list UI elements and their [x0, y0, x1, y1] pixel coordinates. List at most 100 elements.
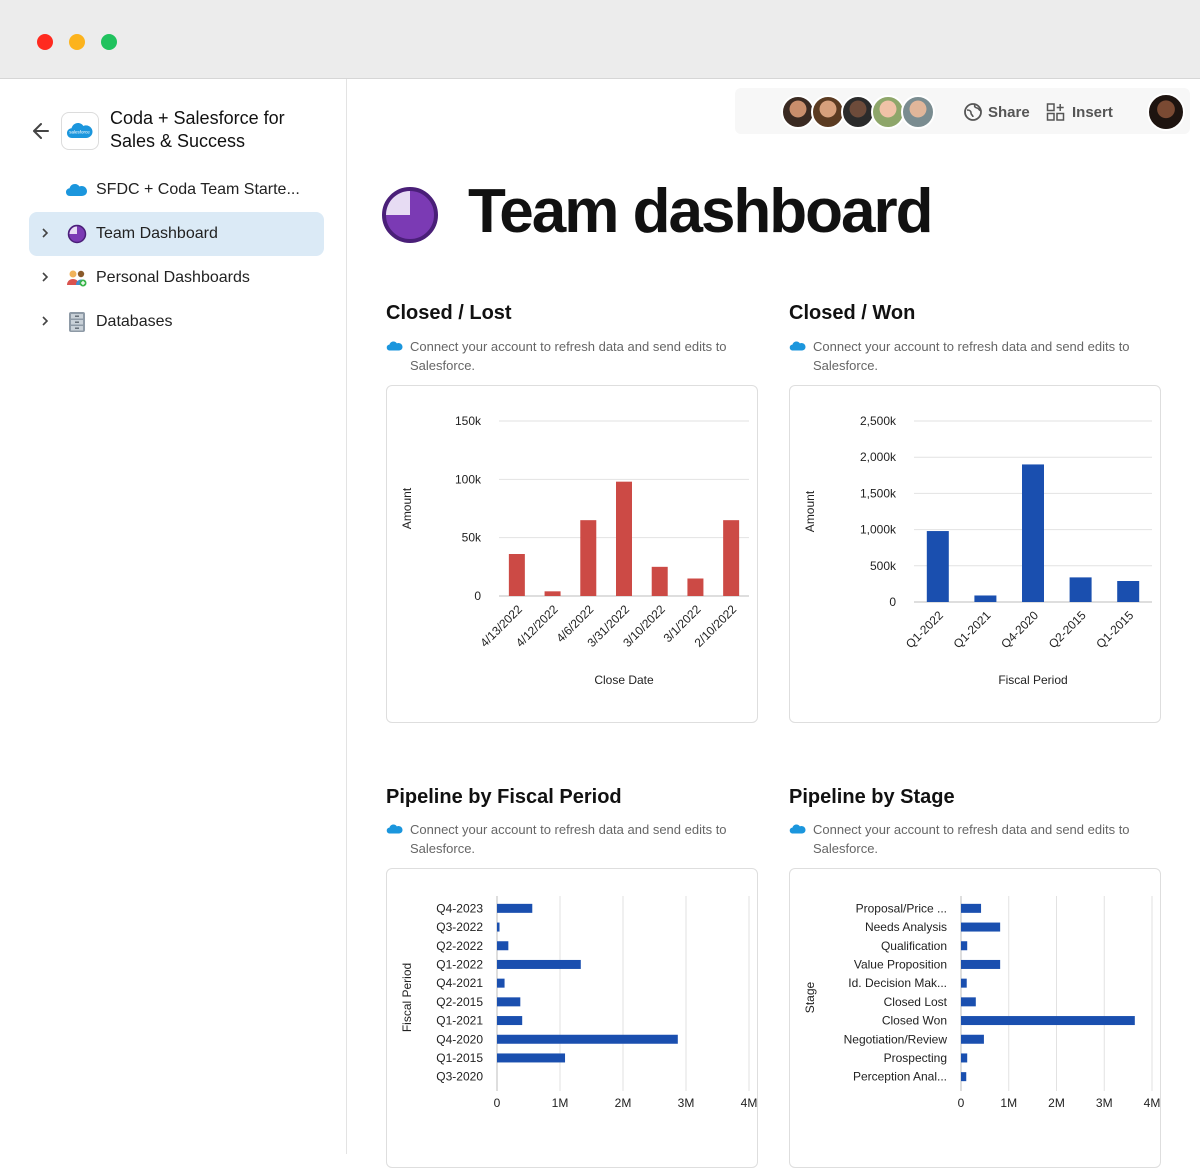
- y-tick-label: Q1-2021: [436, 1014, 483, 1028]
- sidebar-item-label: Team Dashboard: [96, 225, 218, 242]
- chart-heading-pipeline-stage: Pipeline by Stage: [789, 786, 955, 808]
- y-tick-label: Q2-2022: [436, 939, 483, 953]
- salesforce-cloud-icon: [61, 182, 93, 198]
- bar: [1069, 577, 1092, 602]
- salesforce-cloud-icon: [386, 824, 403, 834]
- connect-note[interactable]: Connect your account to refresh data and…: [386, 337, 758, 375]
- chart-heading-closed-won: Closed / Won: [789, 302, 916, 324]
- y-tick-label: 1,000k: [860, 523, 897, 537]
- x-tick-label: Q4-2020: [998, 608, 1041, 651]
- bar: [723, 520, 740, 596]
- y-tick-label: 100k: [455, 472, 482, 486]
- chevron-right-icon[interactable]: [29, 315, 61, 329]
- x-tick-label: 3M: [678, 1096, 695, 1110]
- y-tick-label: Q4-2021: [436, 976, 483, 990]
- doc-title[interactable]: Coda + Salesforce for Sales & Success: [110, 108, 285, 151]
- x-tick-label: Q1-2022: [903, 608, 946, 651]
- bar: [961, 1072, 967, 1082]
- globe-icon: [964, 103, 982, 121]
- y-tick-label: Closed Won: [882, 1014, 947, 1028]
- y-tick-label: 50k: [462, 531, 482, 545]
- y-tick-label: 500k: [870, 559, 897, 573]
- chart-panel-closed-lost: 0 50k 100k 150k 4/13/2022 4/12/2022 4/6/2022 3/…: [386, 385, 758, 723]
- closed-lost-chart: 050k100k150k4/13/20224/12/20224/6/20223/…: [400, 414, 749, 687]
- y-tick-label: Q1-2022: [436, 957, 483, 971]
- x-tick-label: 1M: [1000, 1096, 1017, 1110]
- connect-note-text: Connect your account to refresh data and…: [410, 339, 727, 373]
- x-tick-label: 4M: [1144, 1096, 1161, 1110]
- collaborator-avatar[interactable]: [871, 95, 905, 129]
- bar: [616, 481, 632, 596]
- sidebar: [0, 79, 347, 1154]
- sidebar-item-sfdc-coda-team-starter[interactable]: SFDC + Coda Team Starte...: [29, 168, 324, 212]
- y-tick-label: Q3-2020: [436, 1070, 483, 1084]
- y-tick-label: Needs Analysis: [865, 920, 947, 934]
- bar: [687, 578, 704, 596]
- chart-heading-pipeline-fiscal: Pipeline by Fiscal Period: [386, 786, 622, 808]
- current-user-avatar[interactable]: [1147, 93, 1185, 131]
- sidebar-item-label: Databases: [96, 313, 173, 330]
- pie-icon: [61, 224, 93, 244]
- connect-note-text: Connect your account to refresh data and…: [410, 822, 727, 856]
- x-tick-label: 0: [494, 1096, 501, 1110]
- page-title: Team dashboard: [468, 177, 934, 246]
- connect-note[interactable]: Connect your account to refresh data and…: [789, 337, 1161, 375]
- y-axis-label: Stage: [803, 981, 817, 1013]
- sidebar-item-personal-dashboards[interactable]: Personal Dashboards: [29, 256, 324, 300]
- people-icon: [61, 268, 93, 288]
- y-tick-label: Q4-2023: [436, 901, 483, 915]
- x-tick-label: 3M: [1096, 1096, 1113, 1110]
- y-tick-label: Negotiation/Review: [844, 1032, 948, 1046]
- back-arrow-icon[interactable]: [30, 120, 52, 142]
- bar: [1117, 581, 1140, 602]
- share-button[interactable]: Share: [963, 101, 1030, 123]
- chevron-right-icon[interactable]: [29, 227, 61, 241]
- connect-note[interactable]: Connect your account to refresh data and…: [386, 820, 758, 858]
- y-tick-label: 0: [474, 589, 481, 603]
- x-axis-label: Close Date: [594, 673, 654, 687]
- collaborator-avatar[interactable]: [811, 95, 845, 129]
- chart-heading-closed-lost: Closed / Lost: [386, 302, 512, 324]
- sidebar-item-databases[interactable]: Databases: [29, 300, 324, 344]
- y-tick-label: Value Proposition: [854, 957, 947, 971]
- insert-button[interactable]: Insert: [1046, 101, 1113, 123]
- salesforce-cloud-icon: [789, 824, 806, 834]
- sidebar-item-label: Personal Dashboards: [96, 269, 250, 286]
- bar: [961, 1034, 984, 1044]
- bar: [497, 978, 505, 988]
- salesforce-logo-icon: salesforce: [67, 123, 93, 138]
- connect-note-text: Connect your account to refresh data and…: [813, 822, 1130, 856]
- y-tick-label: Q4-2020: [436, 1032, 483, 1046]
- chart-panel-closed-won: 0 500k 1,000k 1,500k 2,000k 2,500k Q1-2022 Q1-2…: [789, 385, 1161, 723]
- minimize-window-button[interactable]: [69, 34, 85, 50]
- x-tick-label: Q1-2021: [951, 608, 994, 651]
- bar: [508, 554, 525, 596]
- collaborator-avatar[interactable]: [901, 95, 935, 129]
- sidebar-item-team-dashboard[interactable]: Team Dashboard: [29, 212, 324, 256]
- bar: [974, 595, 997, 602]
- x-tick-label: 2M: [615, 1096, 632, 1110]
- collaborator-avatar[interactable]: [841, 95, 875, 129]
- bar: [497, 1053, 566, 1063]
- y-tick-label: 2,500k: [860, 414, 897, 428]
- bar: [497, 1016, 523, 1026]
- maximize-window-button[interactable]: [101, 34, 117, 50]
- x-tick-label: Q2-2015: [1046, 608, 1089, 651]
- bar: [961, 978, 967, 988]
- chevron-right-icon[interactable]: [29, 271, 61, 285]
- bar: [961, 997, 976, 1007]
- y-axis-label: Fiscal Period: [400, 963, 414, 1032]
- y-tick-label: Q2-2015: [436, 995, 483, 1009]
- bar: [497, 941, 509, 951]
- collaborator-avatar[interactable]: [781, 95, 815, 129]
- y-tick-label: Qualification: [881, 939, 947, 953]
- x-tick-label: 1M: [552, 1096, 569, 1110]
- bar: [961, 922, 1001, 932]
- y-tick-label: Proposal/Price ...: [856, 901, 947, 915]
- y-tick-label: Id. Decision Mak...: [848, 976, 947, 990]
- y-tick-label: Q1-2015: [436, 1051, 483, 1065]
- x-tick-label: 4M: [741, 1096, 758, 1110]
- window-titlebar: [0, 0, 1200, 79]
- close-window-button[interactable]: [37, 34, 53, 50]
- connect-note[interactable]: Connect your account to refresh data and…: [789, 820, 1161, 858]
